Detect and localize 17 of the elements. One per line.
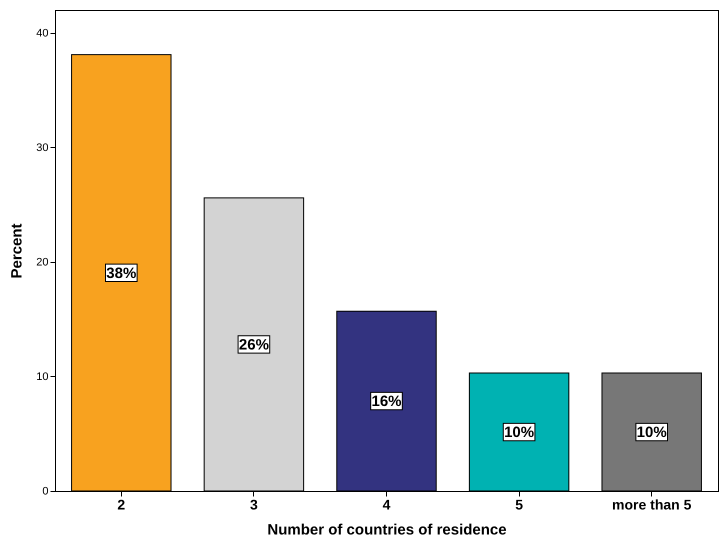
data-label: 10% [504, 424, 534, 442]
x-tick-label: 2 [117, 496, 126, 512]
x-axis-title: Number of countries of residence [267, 522, 507, 538]
data-label: 38% [106, 264, 136, 282]
y-tick-label: 0 [42, 486, 48, 498]
y-tick-label: 20 [36, 256, 48, 268]
x-tick-label: more than 5 [612, 496, 692, 512]
data-label: 16% [371, 393, 402, 410]
y-tick-label: 40 [36, 27, 48, 40]
x-tick-label: 5 [515, 496, 524, 512]
y-tick-label: 30 [36, 142, 48, 154]
y-axis-title: Percent [8, 223, 26, 279]
x-tick-label: 3 [250, 496, 258, 512]
x-tick-label: 4 [382, 496, 391, 512]
data-label: 10% [636, 424, 667, 442]
y-tick-label: 10 [36, 370, 48, 383]
data-label: 26% [238, 336, 269, 354]
